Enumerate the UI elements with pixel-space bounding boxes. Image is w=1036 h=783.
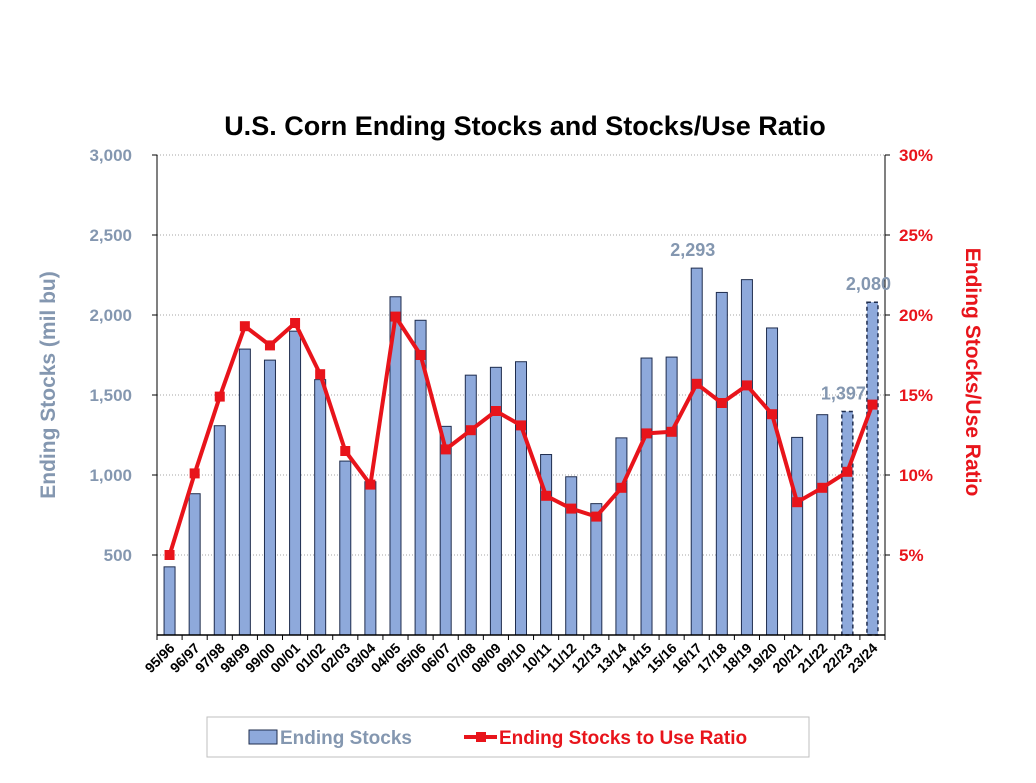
ratio-point — [691, 378, 702, 389]
axes — [152, 154, 890, 640]
y2-tick-label: 20% — [899, 306, 933, 325]
ratio-point — [390, 311, 401, 322]
ratio-point — [792, 497, 803, 508]
legend-line-marker — [476, 732, 486, 742]
ratio-point — [290, 318, 301, 328]
legend-line-label: Ending Stocks to Use Ratio — [499, 728, 747, 749]
x-tick-label: 23/24 — [844, 640, 880, 676]
ratio-point — [239, 321, 250, 332]
bar — [289, 330, 302, 636]
ratio-point — [817, 482, 828, 493]
bar-annotation: 1,397 — [821, 383, 866, 403]
bar — [791, 436, 804, 636]
y-tick-label: 2,000 — [89, 306, 132, 325]
bar — [565, 476, 578, 636]
legend: Ending Stocks Ending Stocks to Use Ratio — [206, 716, 810, 758]
y-tick-label: 3,000 — [89, 146, 132, 165]
y2-axis-label: Ending Stocks/Use Ratio — [961, 248, 984, 497]
bar — [238, 348, 251, 636]
bar — [715, 291, 728, 636]
bar — [615, 437, 628, 636]
bar — [640, 357, 653, 636]
ratio-point — [666, 426, 677, 437]
bar — [866, 301, 879, 636]
ratio-point — [842, 466, 853, 477]
y2-tick-label: 25% — [899, 226, 933, 245]
bar — [439, 425, 452, 636]
bar — [163, 566, 176, 636]
ratio-point — [189, 468, 200, 479]
y-tick-label: 1,500 — [89, 386, 132, 405]
bar-annotation: 2,080 — [846, 274, 891, 294]
ratio-point — [415, 350, 426, 360]
y2-tick-label: 30% — [899, 146, 933, 165]
y-tick-label: 1,000 — [89, 466, 132, 485]
ratio-point — [541, 490, 552, 501]
ratio-point — [566, 503, 577, 514]
ratio-point — [465, 425, 476, 436]
ratio-point — [440, 444, 451, 455]
bar — [766, 327, 779, 636]
legend-bar-swatch — [248, 729, 278, 745]
ratio-point — [716, 398, 727, 408]
ratio-point — [741, 380, 752, 391]
y2-tick-label: 15% — [899, 386, 933, 405]
bar-series — [163, 267, 879, 636]
legend-bar-label: Ending Stocks — [280, 728, 412, 749]
ratio-point — [516, 420, 526, 431]
bar — [740, 279, 753, 636]
y2-tick-label: 5% — [899, 546, 924, 565]
bar — [213, 425, 226, 636]
ratio-point — [164, 550, 175, 560]
bar — [665, 356, 678, 636]
annotations: 2,293 1,397 2,080 — [670, 240, 891, 403]
bar — [263, 359, 276, 636]
ratio-point — [340, 446, 351, 456]
ratio-point — [315, 369, 326, 380]
bar — [364, 481, 377, 636]
line-series — [164, 311, 878, 560]
ratio-point — [365, 479, 376, 490]
ratio-point — [867, 399, 878, 410]
bar — [515, 361, 527, 636]
ratio-point — [591, 511, 602, 522]
y-tick-label: 2,500 — [89, 226, 132, 245]
ratio-point — [264, 340, 275, 351]
bar — [188, 493, 201, 636]
chart-title: U.S. Corn Ending Stocks and Stocks/Use R… — [224, 111, 826, 141]
bar — [339, 460, 352, 636]
ratio-point — [616, 482, 627, 493]
ratio-point — [641, 428, 652, 439]
legend-box — [206, 716, 810, 758]
ratio-point — [214, 391, 225, 402]
ratio-point — [490, 406, 501, 416]
y-axis-label: Ending Stocks (mil bu) — [37, 271, 60, 499]
bar — [314, 379, 327, 636]
ratio-point — [767, 409, 778, 420]
y2-tick-label: 10% — [899, 466, 933, 485]
bar — [464, 374, 477, 636]
bar — [841, 410, 854, 636]
bar — [690, 267, 703, 636]
bar — [590, 503, 603, 636]
bar-annotation: 2,293 — [670, 240, 715, 260]
bar — [816, 414, 829, 636]
y-tick-label: 500 — [104, 546, 132, 565]
